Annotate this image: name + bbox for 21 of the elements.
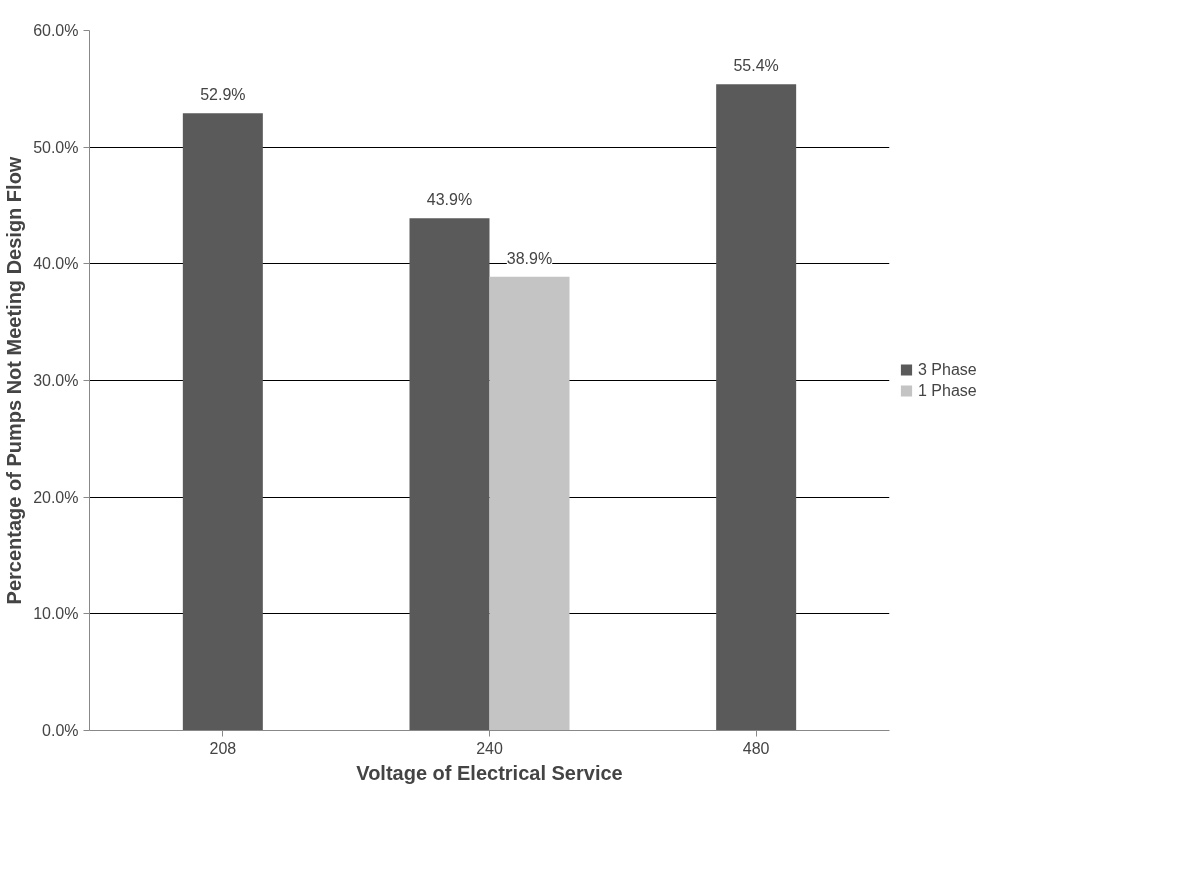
bar <box>182 113 263 731</box>
legend-label: 3 Phase <box>918 360 977 379</box>
y-tick-label: 0.0% <box>42 722 79 739</box>
bar <box>489 276 570 731</box>
data-label: 43.9% <box>426 191 473 209</box>
data-label: 55.4% <box>733 57 779 75</box>
bar <box>716 84 797 731</box>
y-tick-label: 20.0% <box>33 488 79 506</box>
x-axis-title: Voltage of Electrical Service <box>356 761 623 784</box>
y-tick-label: 30.0% <box>33 372 79 389</box>
x-tick-label: 240 <box>476 739 503 757</box>
legend-label: 1 Phase <box>918 381 977 400</box>
y-axis-title: Percentage of Pumps Not Meeting Design Flow <box>3 156 26 605</box>
x-tick-label: 480 <box>742 739 770 757</box>
y-tick-label: 50.0% <box>33 138 79 156</box>
y-tick-label: 10.0% <box>33 605 79 623</box>
x-tick-label: 208 <box>209 739 237 757</box>
y-tick-label: 60.0% <box>33 22 79 39</box>
y-tick-label: 40.0% <box>33 255 79 273</box>
data-label: 38.9% <box>506 249 553 267</box>
data-label: 52.9% <box>200 86 246 104</box>
